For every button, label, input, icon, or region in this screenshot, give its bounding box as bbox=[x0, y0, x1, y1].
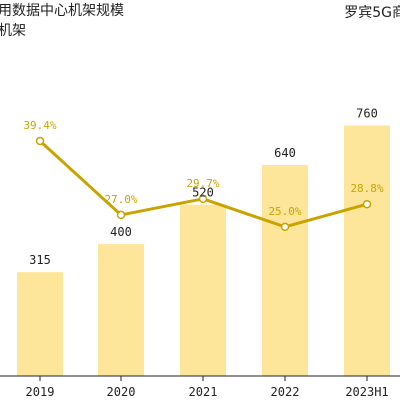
bar-value-label-2023H1: 760 bbox=[356, 106, 378, 120]
bar-value-label-2022: 640 bbox=[274, 146, 296, 160]
growth-line-layer bbox=[35, 136, 372, 232]
growth-point-2020 bbox=[116, 210, 126, 220]
growth-point-2023H1 bbox=[362, 199, 372, 209]
growth-value-label-2020: 27.0% bbox=[104, 193, 137, 206]
bar-value-label-2021: 520 bbox=[192, 186, 214, 200]
x-tick-label-2019: 2019 bbox=[26, 385, 55, 399]
labels-layer: 315 400 520 640 760 39.4% 27.0% 29.7% 25.0% 28.8% bbox=[23, 106, 383, 267]
bars-layer bbox=[17, 125, 390, 376]
bar-2023H1 bbox=[344, 125, 390, 376]
x-tick-label-2023H1: 2023H1 bbox=[345, 385, 388, 399]
growth-value-label-2021: 29.7% bbox=[186, 177, 219, 190]
chart-title-line-1: 用数据中心机架规模 bbox=[0, 3, 124, 19]
bar-value-label-2020: 400 bbox=[110, 225, 132, 239]
bar-value-label-2019: 315 bbox=[29, 253, 51, 267]
x-axis: 2019 2020 2021 2022 2023H1 bbox=[0, 375, 400, 399]
x-tick-label-2022: 2022 bbox=[271, 385, 300, 399]
bar-2021 bbox=[180, 204, 226, 376]
x-tick-label-2021: 2021 bbox=[189, 385, 218, 399]
growth-point-2022 bbox=[280, 222, 290, 232]
growth-value-label-2023H1: 28.8% bbox=[350, 182, 383, 195]
growth-point-2019 bbox=[35, 136, 45, 146]
x-tick-label-2020: 2020 bbox=[107, 385, 136, 399]
growth-point-2021 bbox=[198, 194, 208, 204]
bar-2022 bbox=[262, 165, 308, 376]
source-note: 罗宾5G商 bbox=[344, 5, 400, 21]
growth-value-label-2019: 39.4% bbox=[23, 119, 56, 132]
bar-2019 bbox=[17, 272, 63, 376]
growth-value-label-2022: 25.0% bbox=[268, 205, 301, 218]
chart-title-line-2: 机架 bbox=[0, 23, 26, 39]
bar-2020 bbox=[98, 244, 144, 376]
